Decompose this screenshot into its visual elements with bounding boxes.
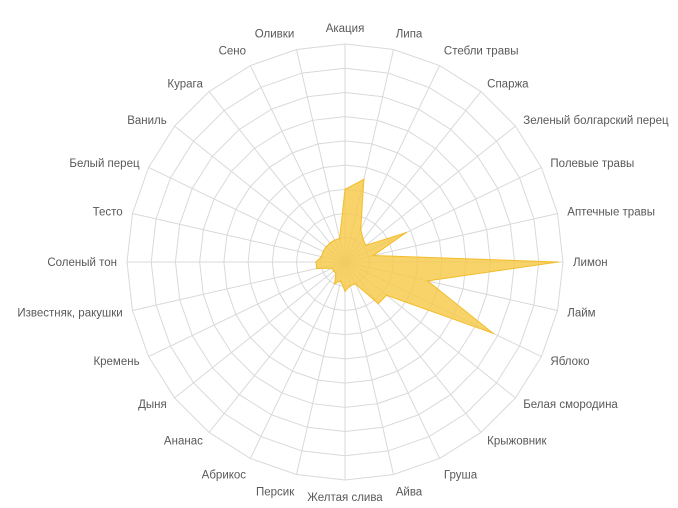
axis-label-1: Липа <box>396 29 423 41</box>
axis-label-26: Сено <box>219 46 246 58</box>
data-point-14 <box>344 290 346 292</box>
axis-label-0: Акация <box>326 23 365 35</box>
axis-label-16: Абрикос <box>202 469 247 481</box>
radar-series <box>315 178 559 335</box>
spoke-3 <box>344 91 482 263</box>
data-point-13 <box>349 284 352 287</box>
axis-label-18: Дыня <box>138 399 167 411</box>
data-point-21 <box>315 261 317 263</box>
series-area-0 <box>315 178 559 334</box>
data-point-3 <box>362 238 364 241</box>
spoke-6 <box>344 213 558 263</box>
axis-label-14: Желтая слива <box>307 492 383 504</box>
spoke-27 <box>296 49 346 263</box>
spoke-12 <box>344 261 441 459</box>
data-point-16 <box>333 283 336 285</box>
data-point-19 <box>331 267 333 270</box>
spoke-26 <box>249 65 346 263</box>
data-point-7 <box>557 261 559 263</box>
axis-label-13: Айва <box>396 486 423 498</box>
data-point-22 <box>320 255 323 258</box>
spoke-22 <box>132 213 346 263</box>
data-point-0 <box>344 188 346 191</box>
data-point-4 <box>365 244 367 247</box>
data-point-6 <box>372 254 375 257</box>
axis-label-27: Оливки <box>255 29 295 41</box>
spoke-24 <box>174 125 346 263</box>
spoke-20 <box>132 261 346 311</box>
spoke-13 <box>344 261 394 475</box>
axis-label-11: Крыжовник <box>487 435 547 447</box>
axis-label-5: Полевые травы <box>550 158 634 170</box>
data-point-26 <box>333 239 336 241</box>
spoke-19 <box>148 261 346 358</box>
axis-label-8: Лайм <box>567 308 595 320</box>
data-point-23 <box>322 250 324 253</box>
data-point-15 <box>339 280 342 282</box>
spoke-25 <box>208 91 346 263</box>
spoke-18 <box>174 261 346 399</box>
radar-axis-labels: Акация Липа Стебли травы Спаржа Зеленый болг… <box>17 23 669 504</box>
data-point-1 <box>363 178 365 181</box>
axis-label-7: Лимон <box>573 257 608 269</box>
spoke-23 <box>148 166 346 263</box>
data-point-10 <box>385 294 388 297</box>
axis-label-20: Известняк, ракушки <box>17 308 122 320</box>
axis-label-9: Яблоко <box>550 356 589 368</box>
axis-label-21: Соленый тон <box>47 257 117 269</box>
axis-label-3: Спаржа <box>487 79 529 91</box>
spoke-4 <box>344 125 516 263</box>
data-point-9 <box>492 332 495 335</box>
axis-label-12: Груша <box>444 469 478 481</box>
axis-label-2: Стебли травы <box>444 46 519 58</box>
data-point-2 <box>359 228 362 231</box>
axis-label-24: Ваниль <box>127 115 167 127</box>
axis-label-10: Белая смородина <box>523 399 618 411</box>
axis-label-6: Аптечные травы <box>567 206 655 218</box>
axis-label-22: Тесто <box>93 206 123 218</box>
spoke-15 <box>296 261 346 475</box>
data-point-18 <box>332 270 335 272</box>
spoke-17 <box>208 261 346 433</box>
data-point-11 <box>377 302 380 305</box>
data-point-25 <box>329 242 331 244</box>
data-point-20 <box>315 267 318 270</box>
axis-label-23: Белый перец <box>69 158 140 170</box>
data-point-24 <box>325 246 327 248</box>
data-point-17 <box>335 272 337 275</box>
data-point-12 <box>354 283 357 285</box>
data-point-5 <box>405 231 407 234</box>
axis-label-17: Ананас <box>164 435 203 447</box>
data-point-8 <box>426 280 429 282</box>
axis-label-25: Курага <box>167 79 203 91</box>
axis-label-15: Персик <box>256 486 295 498</box>
spoke-16 <box>249 261 346 459</box>
data-point-27 <box>338 237 341 240</box>
axis-label-19: Кремень <box>93 356 139 368</box>
axis-label-4: Зеленый болгарский перец <box>523 115 669 127</box>
